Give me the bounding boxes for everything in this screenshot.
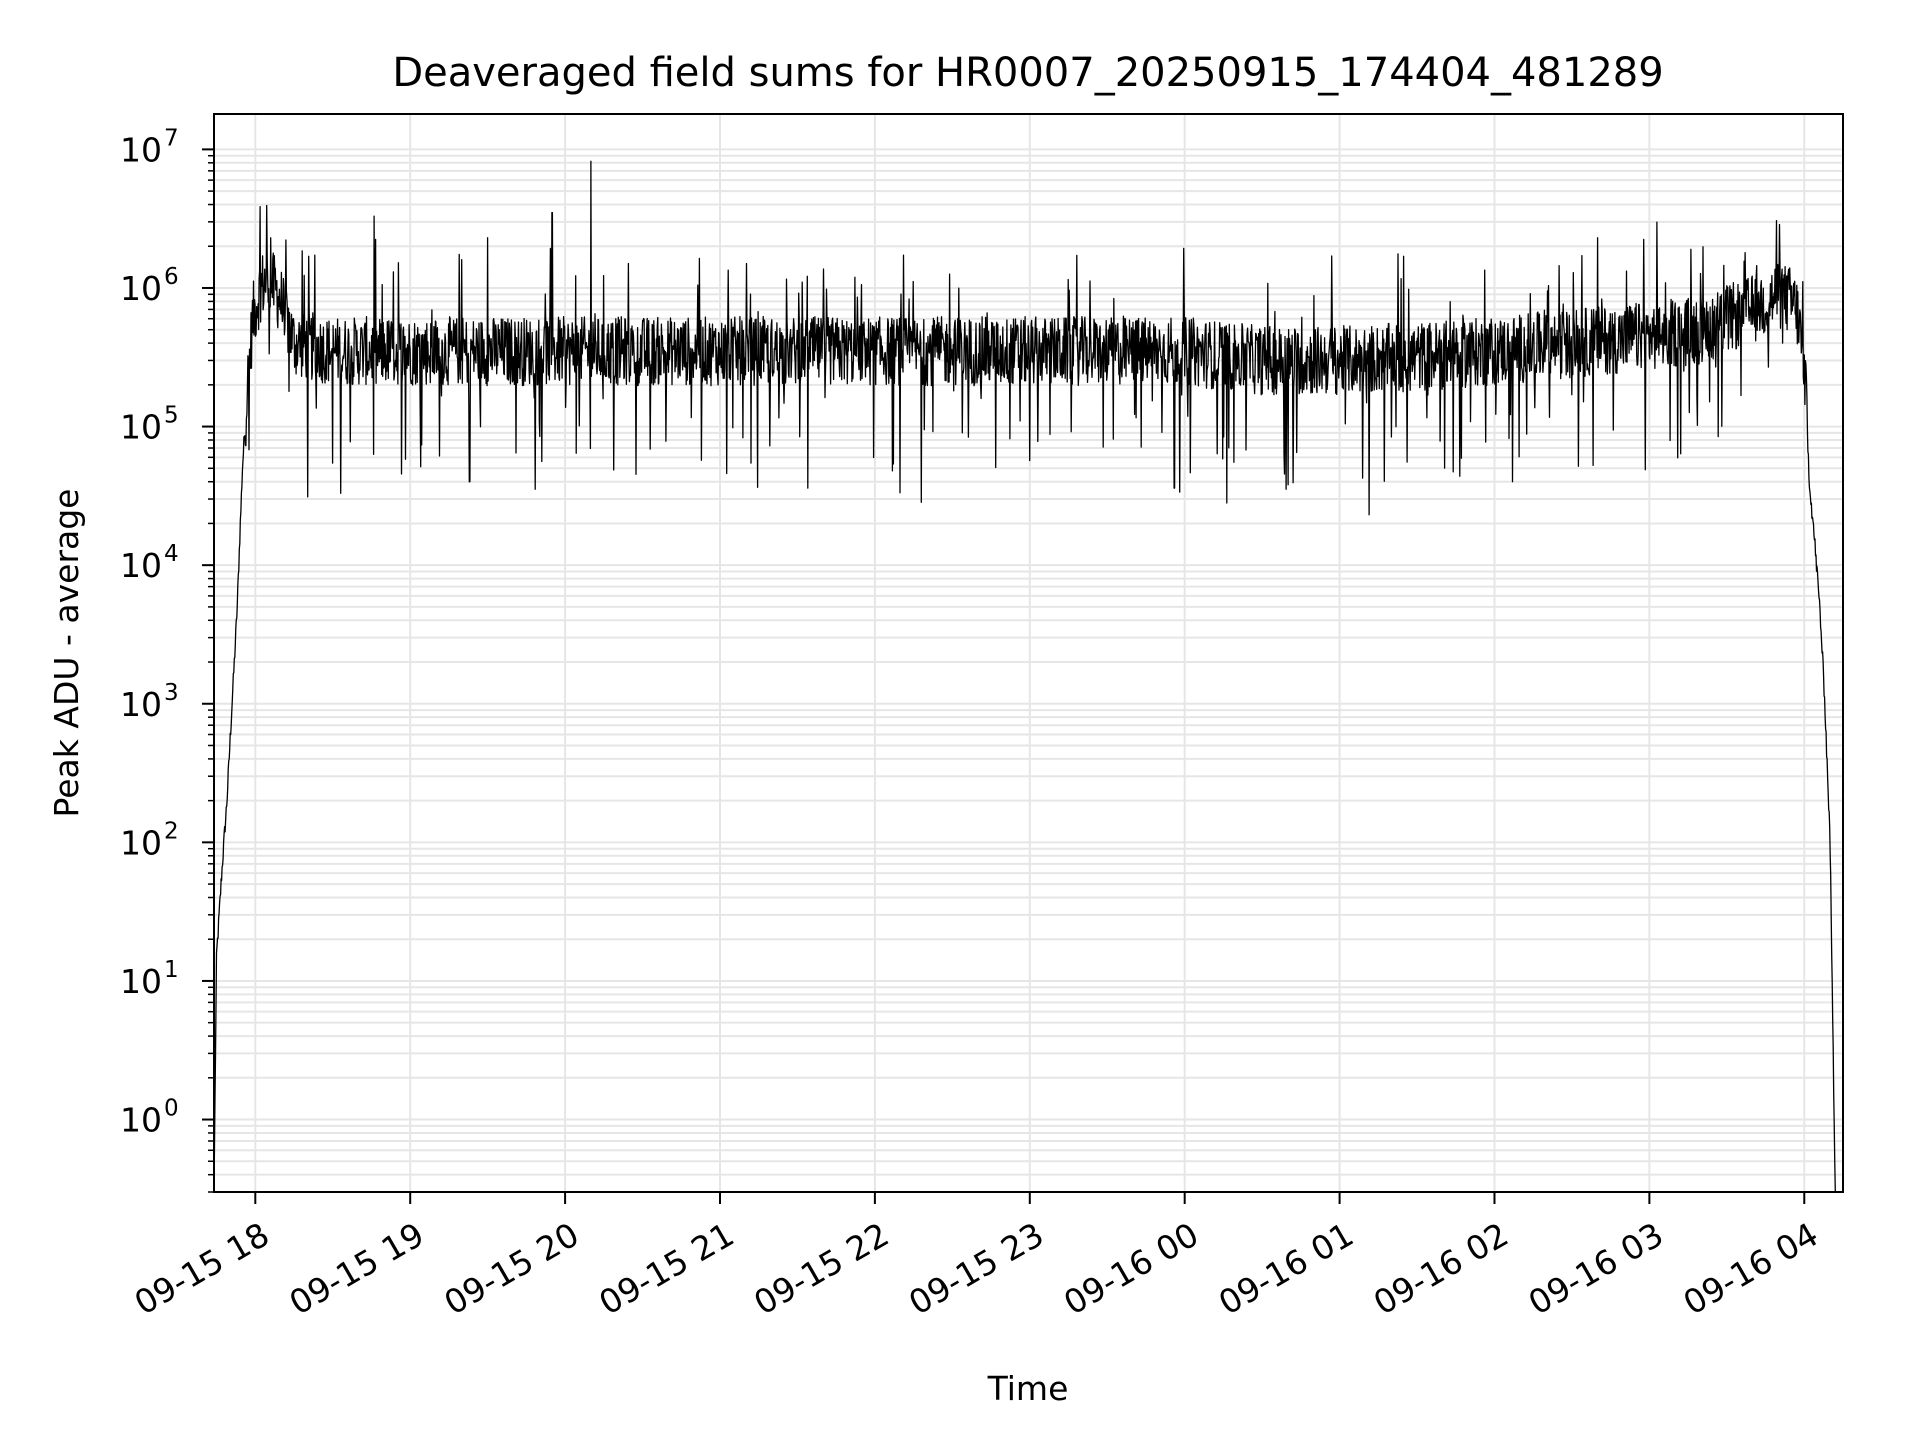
y-tick-label: 10	[120, 546, 162, 585]
x-tick-label: 09-16 00	[1057, 1215, 1205, 1323]
plot-area-frame	[213, 113, 1844, 1193]
y-tick-exponent: 5	[164, 403, 179, 429]
y-axis-label: Peak ADU - average	[47, 489, 86, 818]
y-tick-label: 10	[120, 962, 162, 1001]
series-layer	[213, 160, 1836, 1193]
x-tick-label: 09-15 19	[283, 1215, 431, 1323]
series-line	[213, 160, 1836, 1193]
y-tick-exponent: 3	[164, 680, 179, 706]
chart-title: Deaveraged field sums for HR0007_2025091…	[392, 50, 1663, 96]
x-tick-label: 09-15 22	[747, 1215, 895, 1323]
x-tick-label: 09-15 21	[592, 1215, 740, 1323]
x-axis-label: Time	[987, 1369, 1069, 1408]
y-tick-exponent: 2	[164, 818, 179, 844]
y-tick-label: 10	[120, 1101, 162, 1140]
y-tick-exponent: 1	[164, 957, 179, 983]
y-tick-label: 10	[120, 685, 162, 724]
y-tick-exponent: 0	[164, 1096, 179, 1122]
x-tick-label: 09-16 04	[1677, 1215, 1825, 1323]
y-tick-exponent: 7	[164, 125, 179, 151]
y-tick-label: 10	[120, 130, 162, 169]
x-tick-label: 09-15 20	[438, 1215, 586, 1323]
y-tick-exponent: 6	[164, 264, 179, 290]
y-tick-label: 10	[120, 823, 162, 862]
grid	[214, 114, 1843, 1193]
y-tick-label: 10	[120, 408, 162, 447]
y-tick-exponent: 4	[164, 541, 179, 567]
x-tick-label: 09-15 18	[128, 1215, 276, 1323]
x-tick-label: 09-15 23	[902, 1215, 1050, 1323]
x-tick-label: 09-16 03	[1522, 1215, 1670, 1323]
x-tick-label: 09-16 01	[1212, 1215, 1360, 1323]
x-tick-label: 09-16 02	[1367, 1215, 1515, 1323]
y-tick-label: 10	[120, 269, 162, 308]
